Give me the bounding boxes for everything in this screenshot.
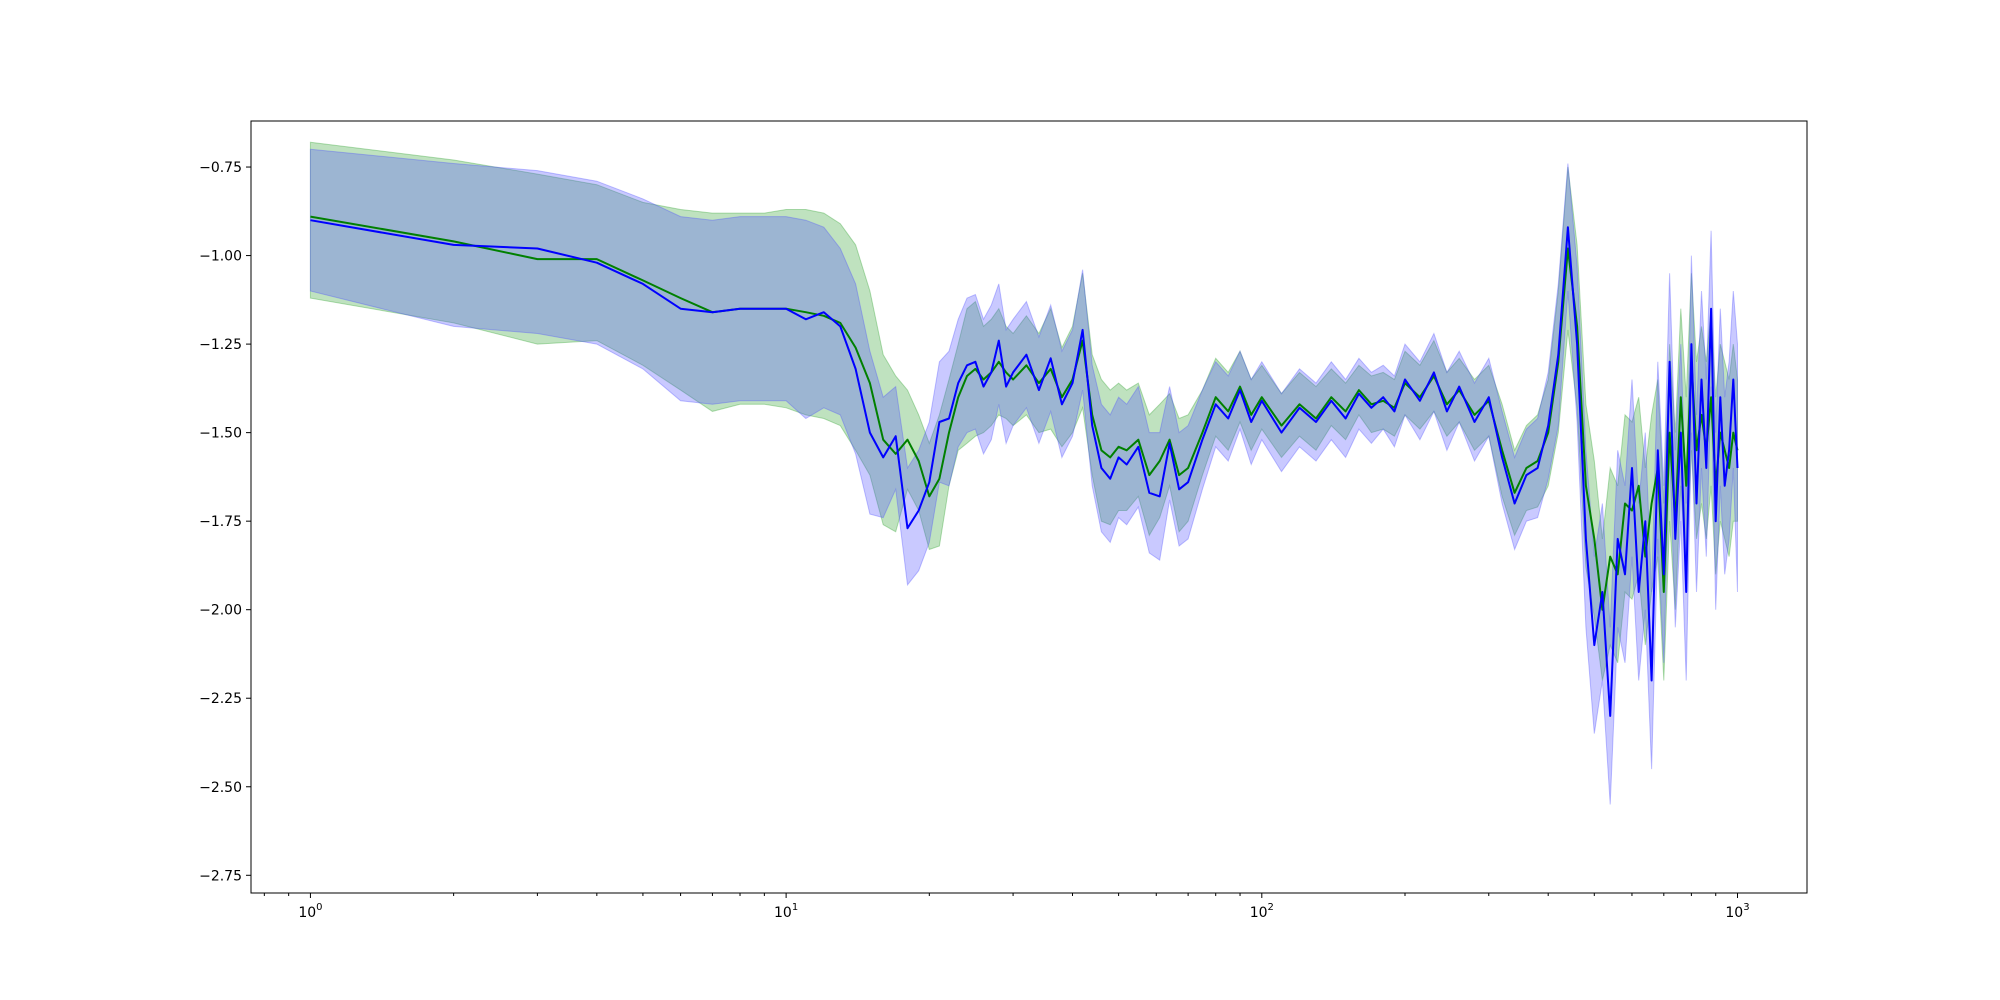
- series-lines: [310, 215, 1739, 717]
- plot-frame: [250, 120, 1808, 894]
- y-tick-label: −1.50: [199, 426, 242, 442]
- x-tick-label-base: 10: [1725, 905, 1743, 921]
- x-tick-label: 103: [1725, 902, 1749, 921]
- x-tick-label: 101: [774, 902, 798, 921]
- x-tick-label-exponent: 3: [1743, 902, 1749, 913]
- y-axis: −0.75 −1.00 −1.25 −1.50 −1.75 −2.00 −2.25 −2.50…: [199, 160, 251, 884]
- x-tick-label-base: 10: [774, 905, 792, 921]
- x-tick-label-base: 10: [298, 905, 316, 921]
- x-axis: 100 101 102 103: [263, 893, 1750, 921]
- y-tick-label: −0.75: [199, 160, 242, 176]
- y-tick-label: −1.00: [199, 249, 242, 265]
- x-tick-label-exponent: 0: [316, 902, 322, 913]
- x-tick-label-base: 10: [1250, 905, 1268, 921]
- x-tick-label: 102: [1250, 902, 1274, 921]
- y-tick-label: −2.25: [199, 691, 242, 707]
- confidence-bands: [309, 141, 1738, 805]
- series-2-line: [310, 219, 1739, 717]
- y-tick-label: −1.25: [199, 337, 242, 353]
- y-tick-label: −2.50: [199, 780, 242, 796]
- series-1-line: [310, 215, 1739, 611]
- x-tick-label: 100: [298, 902, 322, 921]
- y-tick-label: −1.75: [199, 514, 242, 530]
- series-2-band: [309, 148, 1738, 805]
- x-tick-label-exponent: 1: [792, 902, 798, 913]
- series-1-band: [309, 141, 1738, 681]
- x-tick-label-exponent: 2: [1268, 902, 1274, 913]
- y-tick-label: −2.00: [199, 603, 242, 619]
- y-tick-label: −2.75: [199, 868, 242, 884]
